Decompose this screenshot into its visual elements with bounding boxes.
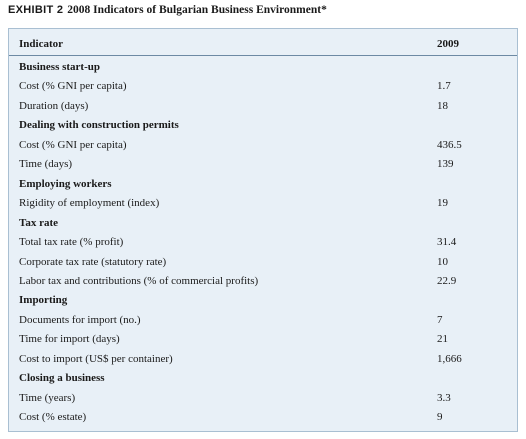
header-cell: Indicator bbox=[19, 38, 63, 50]
indicator: Cost (% GNI per capita) bbox=[19, 80, 127, 93]
indicator: Documents for import (no.) bbox=[19, 313, 141, 326]
indicator: Duration (days) bbox=[19, 99, 89, 112]
indicator: Cost (% estate) bbox=[19, 411, 87, 424]
value: 436.5 bbox=[437, 138, 462, 151]
table-header: Indicator 2009 bbox=[9, 29, 517, 56]
value: 9 bbox=[437, 411, 443, 424]
indicator: Time (days) bbox=[19, 158, 73, 171]
table: Indicator 2009 Business start-up Cost (% … bbox=[8, 28, 518, 432]
section-title: Business start-up bbox=[19, 61, 100, 73]
value: 22.9 bbox=[437, 274, 457, 287]
indicator: Labor tax and contributions (% of commer… bbox=[19, 274, 259, 287]
indicator: Total tax rate (% profit) bbox=[19, 236, 124, 249]
exhibit-label: EXHIBIT 2 bbox=[8, 4, 64, 16]
indicator: Time for import (days) bbox=[19, 333, 120, 346]
header-cell: 2009 bbox=[437, 38, 459, 50]
indicator: Rigidity of employment (index) bbox=[19, 197, 160, 210]
section-title: Tax rate bbox=[19, 216, 59, 229]
indicator: Corporate tax rate (statutory rate) bbox=[19, 255, 167, 268]
value: 18 bbox=[437, 99, 448, 112]
section-title: Importing bbox=[19, 294, 68, 307]
title-text: 2008 Indicators of Bulgarian Business En… bbox=[67, 4, 327, 16]
value: 7 bbox=[437, 313, 443, 326]
exhibit-title: EXHIBIT 2 2008 Indicators of Bulgarian Bu… bbox=[8, 4, 327, 16]
section-title: Closing a business bbox=[19, 372, 105, 385]
indicator: Cost (% GNI per capita) bbox=[19, 138, 127, 151]
indicator: Cost to import (US$ per container) bbox=[19, 352, 173, 365]
value: 19 bbox=[437, 197, 448, 210]
indicator: Time (years) bbox=[19, 391, 76, 404]
section-title: Employing workers bbox=[19, 177, 112, 190]
value: 139 bbox=[437, 158, 454, 171]
value: 1.7 bbox=[437, 80, 451, 93]
section-title: Dealing with construction permits bbox=[19, 119, 179, 132]
value: 3.3 bbox=[437, 391, 451, 404]
value: 31.4 bbox=[437, 236, 457, 249]
value: 1,666 bbox=[437, 352, 462, 365]
value: 21 bbox=[437, 333, 448, 346]
value: 10 bbox=[437, 255, 448, 268]
